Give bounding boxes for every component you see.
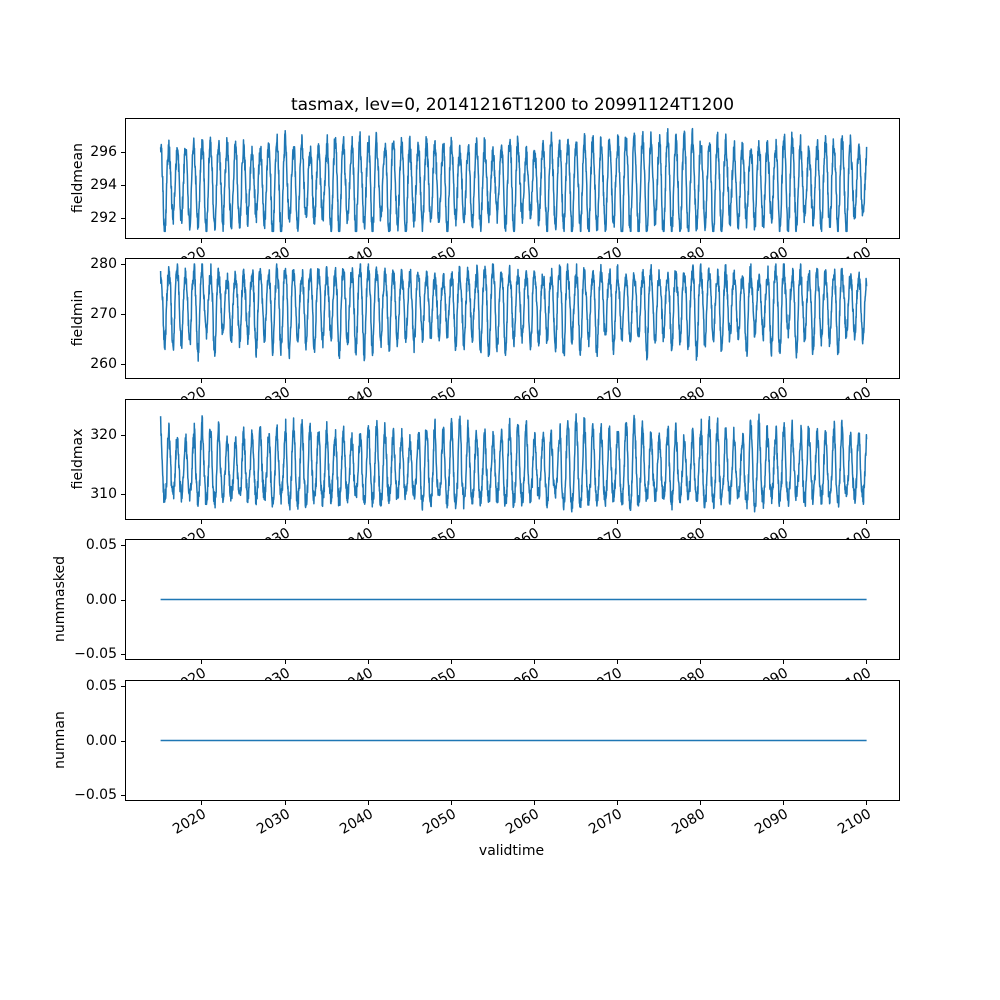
- y-tick-label: 294: [90, 177, 117, 194]
- y-tick-label: 310: [90, 486, 117, 503]
- subplot-fieldmin: fieldmin 2802702602020203020402050206020…: [0, 255, 1000, 416]
- x-tick-mark: [367, 801, 369, 805]
- x-tick-mark: [866, 520, 868, 524]
- y-tick-label: 0.05: [85, 537, 117, 554]
- x-tick-mark: [201, 520, 203, 524]
- x-tick-mark: [450, 520, 452, 524]
- y-tick-label: 270: [90, 305, 117, 322]
- series-line-fieldmax: [159, 413, 868, 513]
- x-tick-mark: [866, 379, 868, 383]
- chart-title: tasmax, lev=0, 20141216T1200 to 20991124…: [290, 95, 735, 115]
- y-tick-mark: [121, 363, 125, 365]
- x-tick-mark: [367, 660, 369, 664]
- y-tick-label: 0.05: [85, 678, 117, 695]
- x-tick-mark: [533, 520, 535, 524]
- x-tick-mark: [866, 660, 868, 664]
- y-tick-mark: [121, 599, 125, 601]
- y-tick-label: 0.00: [85, 591, 117, 608]
- y-tick-label: 0.00: [85, 732, 117, 749]
- x-tick-mark: [201, 660, 203, 664]
- x-tick-mark: [284, 379, 286, 383]
- y-tick-mark: [121, 545, 125, 547]
- x-axis-label: validtime: [478, 843, 545, 859]
- series-line-nummasked: [160, 598, 867, 601]
- y-tick-mark: [121, 185, 125, 187]
- y-tick-mark: [121, 740, 125, 742]
- x-tick-mark: [201, 801, 203, 805]
- series-path: [159, 127, 868, 233]
- y-tick-mark: [121, 686, 125, 688]
- y-tick-mark: [121, 794, 125, 796]
- x-tick-mark: [617, 379, 619, 383]
- x-tick-mark: [284, 520, 286, 524]
- series-line-numnan: [160, 739, 867, 742]
- x-tick-mark: [700, 801, 702, 805]
- x-tick-mark: [450, 801, 452, 805]
- x-tick-mark: [783, 379, 785, 383]
- x-tick-mark: [284, 660, 286, 664]
- y-tick-label: 296: [90, 144, 117, 161]
- x-tick-mark: [533, 239, 535, 243]
- x-tick-mark: [617, 660, 619, 664]
- plot-area-fieldmin: [125, 258, 900, 379]
- x-tick-mark: [700, 239, 702, 243]
- subplot-fieldmean: fieldmean 296294292202020302040205020602…: [0, 118, 1000, 276]
- x-tick-mark: [367, 520, 369, 524]
- x-tick-mark: [866, 239, 868, 243]
- x-tick-mark: [533, 379, 535, 383]
- x-tick-mark: [450, 660, 452, 664]
- subplot-fieldmax: fieldmax 3203102020203020402050206020702…: [0, 399, 1000, 557]
- subplot-numnan: numnan 0.05 0.00 −0.05 2020 2030 2040 2050 2060…: [0, 678, 1000, 838]
- y-tick-label: 320: [90, 426, 117, 443]
- y-tick-label: −0.05: [74, 645, 117, 662]
- y-tick-mark: [121, 494, 125, 496]
- x-tick-mark: [783, 660, 785, 664]
- x-tick-mark: [617, 801, 619, 805]
- plot-area-nummasked: [125, 539, 900, 660]
- x-tick-mark: [783, 801, 785, 805]
- y-tick-mark: [121, 653, 125, 655]
- x-tick-mark: [700, 520, 702, 524]
- y-tick-mark: [121, 218, 125, 220]
- x-tick-mark: [533, 660, 535, 664]
- y-tick-label: −0.05: [74, 786, 117, 803]
- x-tick-mark: [450, 239, 452, 243]
- x-tick-mark: [450, 379, 452, 383]
- x-tick-mark: [617, 239, 619, 243]
- x-tick-mark: [700, 379, 702, 383]
- x-tick-mark: [367, 379, 369, 383]
- y-tick-label: 292: [90, 210, 117, 227]
- x-tick-mark: [201, 379, 203, 383]
- y-tick-label: 260: [90, 355, 117, 372]
- subplot-nummasked: nummasked 0.050.00−0.0520202030204020502…: [0, 537, 1000, 697]
- x-tick-mark: [533, 801, 535, 805]
- y-tick-label: 280: [90, 255, 117, 272]
- x-tick-mark: [700, 660, 702, 664]
- series-path: [159, 263, 868, 362]
- plot-area-fieldmean: [125, 118, 900, 239]
- x-tick-mark: [201, 239, 203, 243]
- y-tick-mark: [121, 434, 125, 436]
- x-tick-mark: [866, 801, 868, 805]
- plot-area-numnan: [125, 680, 900, 801]
- x-tick-mark: [367, 239, 369, 243]
- series-line-fieldmin: [159, 263, 868, 362]
- series-path: [159, 413, 868, 513]
- x-tick-mark: [783, 520, 785, 524]
- y-tick-mark: [121, 152, 125, 154]
- x-tick-mark: [783, 239, 785, 243]
- y-tick-mark: [121, 263, 125, 265]
- plot-area-fieldmax: [125, 399, 900, 520]
- series-line-fieldmean: [159, 127, 868, 233]
- x-tick-mark: [284, 801, 286, 805]
- x-tick-mark: [284, 239, 286, 243]
- x-tick-mark: [617, 520, 619, 524]
- y-tick-mark: [121, 313, 125, 315]
